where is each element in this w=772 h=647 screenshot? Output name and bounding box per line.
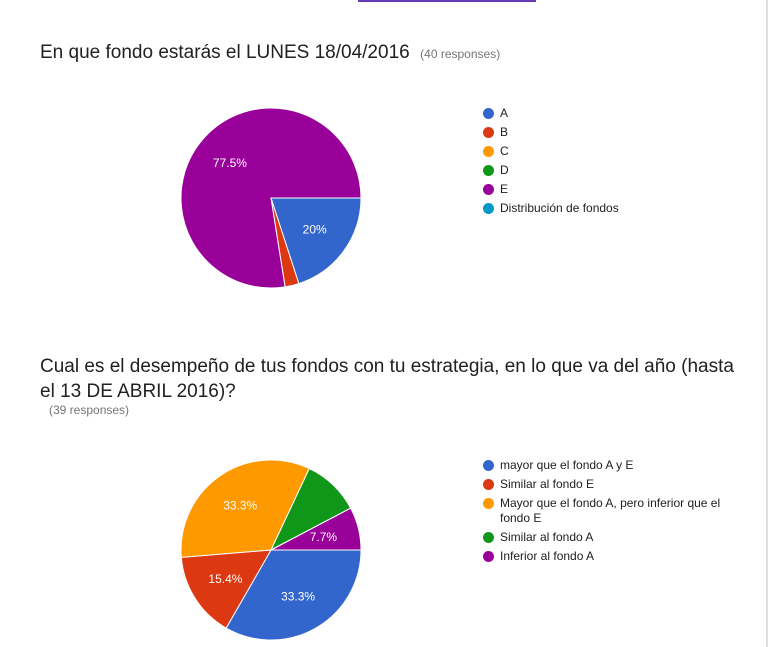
pie-2-slice-label-0: 33.3% (281, 590, 315, 604)
legend-2-item-0: mayor que el fondo A y E (483, 458, 743, 473)
pie-chart-2: 33.3% 15.4% 33.3% 7.7% (180, 459, 362, 641)
legend-1-swatch-1 (483, 127, 494, 138)
pie-1-slice-label-0: 20% (303, 223, 327, 237)
question-2: Cual es el desempeño de tus fondos con t… (40, 354, 740, 404)
question-2-title: Cual es el desempeño de tus fondos con t… (40, 356, 734, 402)
legend-2-swatch-1 (483, 479, 494, 490)
legend-2-label-4: Inferior al fondo A (500, 549, 595, 563)
pie-2-slice-label-1: 15.4% (208, 572, 242, 586)
panel-border (766, 0, 768, 647)
legend-1-label-4: E (500, 182, 509, 196)
legend-2-swatch-4 (483, 551, 494, 562)
legend-1-swatch-4 (483, 184, 494, 195)
legend-1-item-5: Distribución de fondos (483, 201, 743, 216)
legend-1-swatch-3 (483, 165, 494, 176)
legend-2: mayor que el fondo A y E Similar al fondo… (483, 458, 743, 568)
legend-2-swatch-3 (483, 532, 494, 543)
legend-2-item-3: Similar al fondo A (483, 530, 743, 545)
question-1-response-count: (40 responses) (420, 47, 501, 61)
legend-2-label-3: Similar al fondo A (500, 530, 594, 544)
legend-2-item-1: Similar al fondo E (483, 477, 743, 492)
pie-2-slice-0 (225, 549, 362, 641)
question-1-title: En que fondo estarás el LUNES 18/04/2016 (40, 42, 410, 63)
legend-1-item-4: E (483, 182, 743, 197)
legend-1-label-5: Distribución de fondos (500, 201, 619, 215)
question-2-response-count: (39 responses) (49, 403, 130, 417)
legend-1-item-2: C (483, 144, 743, 159)
legend-2-label-1: Similar al fondo E (500, 477, 595, 491)
pie-1-slice-4 (180, 107, 362, 289)
legend-1-label-3: D (500, 163, 509, 177)
legend-1-swatch-2 (483, 146, 494, 157)
pie-2-slice-1 (180, 549, 272, 629)
legend-1-item-1: B (483, 125, 743, 140)
pie-1-slice-label-4: 77.5% (213, 156, 247, 170)
legend-1-label-0: A (500, 106, 509, 120)
question-1: En que fondo estarás el LUNES 18/04/2016… (40, 40, 740, 65)
legend-2-item-4: Inferior al fondo A (483, 549, 743, 564)
pie-2-slice-4 (270, 507, 362, 551)
pie-chart-1: 20% 77.5% (180, 107, 362, 289)
legend-1-swatch-0 (483, 108, 494, 119)
legend-1-label-2: C (500, 144, 509, 158)
legend-2-label-2: Mayor que el fondo A, pero inferior que … (500, 496, 721, 525)
legend-2-item-2: Mayor que el fondo A, pero inferior que … (483, 496, 743, 526)
legend-2-swatch-2 (483, 498, 494, 509)
legend-1: A B C D E Distribución de fondos (483, 106, 743, 220)
pie-2-slice-2 (180, 459, 310, 558)
legend-1-swatch-5 (483, 203, 494, 214)
legend-2-swatch-0 (483, 460, 494, 471)
pie-2-slice-label-4: 7.7% (310, 530, 338, 544)
tab-indicator (358, 0, 536, 2)
pie-2-slice-label-2: 33.3% (223, 499, 257, 513)
legend-1-item-3: D (483, 163, 743, 178)
legend-1-item-0: A (483, 106, 743, 121)
legend-2-label-0: mayor que el fondo A y E (500, 458, 634, 472)
legend-1-label-1: B (500, 125, 509, 139)
pie-1-slice-0 (270, 197, 362, 285)
